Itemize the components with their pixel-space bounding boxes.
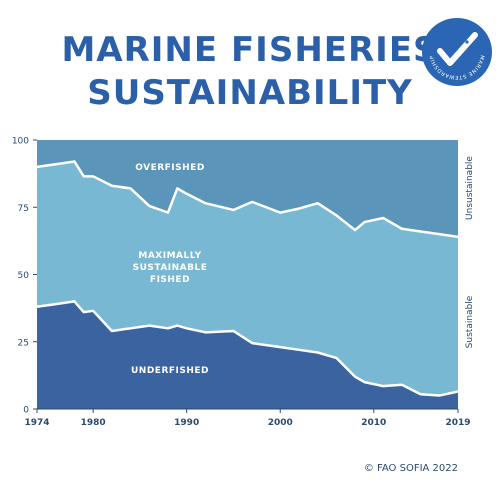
chart-areas (36, 140, 459, 409)
maximally-sustainable-label: MAXIMALLY (138, 251, 201, 261)
stacked-area-chart: 0 25 50 75 100 1974 1980 1990 2000 2010 2019 OVERF… (12, 137, 475, 429)
unsustainable-side-label: Unsustainable (465, 156, 475, 220)
y-tick-label: 0 (23, 406, 29, 416)
fish-checkmark-icon (437, 32, 478, 66)
x-tick-label: 1980 (81, 418, 106, 428)
credit-text: © FAO SOFIA 2022 (363, 463, 458, 474)
sustainable-side-label: Sustainable (465, 295, 475, 348)
x-tick-label: 2019 (445, 418, 470, 428)
x-tick-label: 2000 (268, 418, 293, 428)
msc-logo: MARINE STEWARDSHIP COUNCIL (420, 15, 492, 86)
underfished-boundary-line (36, 300, 459, 397)
y-tick-label: 75 (18, 204, 29, 214)
x-tick-label: 1990 (174, 418, 199, 428)
chart-labels: OVERFISHED MAXIMALLY SUSTAINABLE FISHED UNDE… (131, 156, 475, 376)
chart-axes: 0 25 50 75 100 1974 1980 1990 2000 2010 2019 (12, 137, 471, 429)
x-tick-label: 1974 (24, 418, 49, 428)
y-tick-label: 100 (12, 137, 29, 147)
y-tick-label: 50 (18, 271, 30, 281)
title-line-2: SUSTAINABILITY (87, 73, 413, 113)
overfished-label: OVERFISHED (135, 163, 205, 173)
maximally-sustainable-label: FISHED (150, 275, 190, 285)
y-tick-label: 25 (18, 338, 29, 348)
x-tick-label: 2010 (361, 418, 386, 428)
underfished-label: UNDERFISHED (131, 366, 209, 376)
underfished-area (37, 301, 458, 409)
title-line-1: MARINE FISHERIES (61, 30, 439, 70)
overfished-boundary-line (36, 160, 459, 239)
maximally-sustainable-label: SUSTAINABLE (133, 263, 208, 273)
